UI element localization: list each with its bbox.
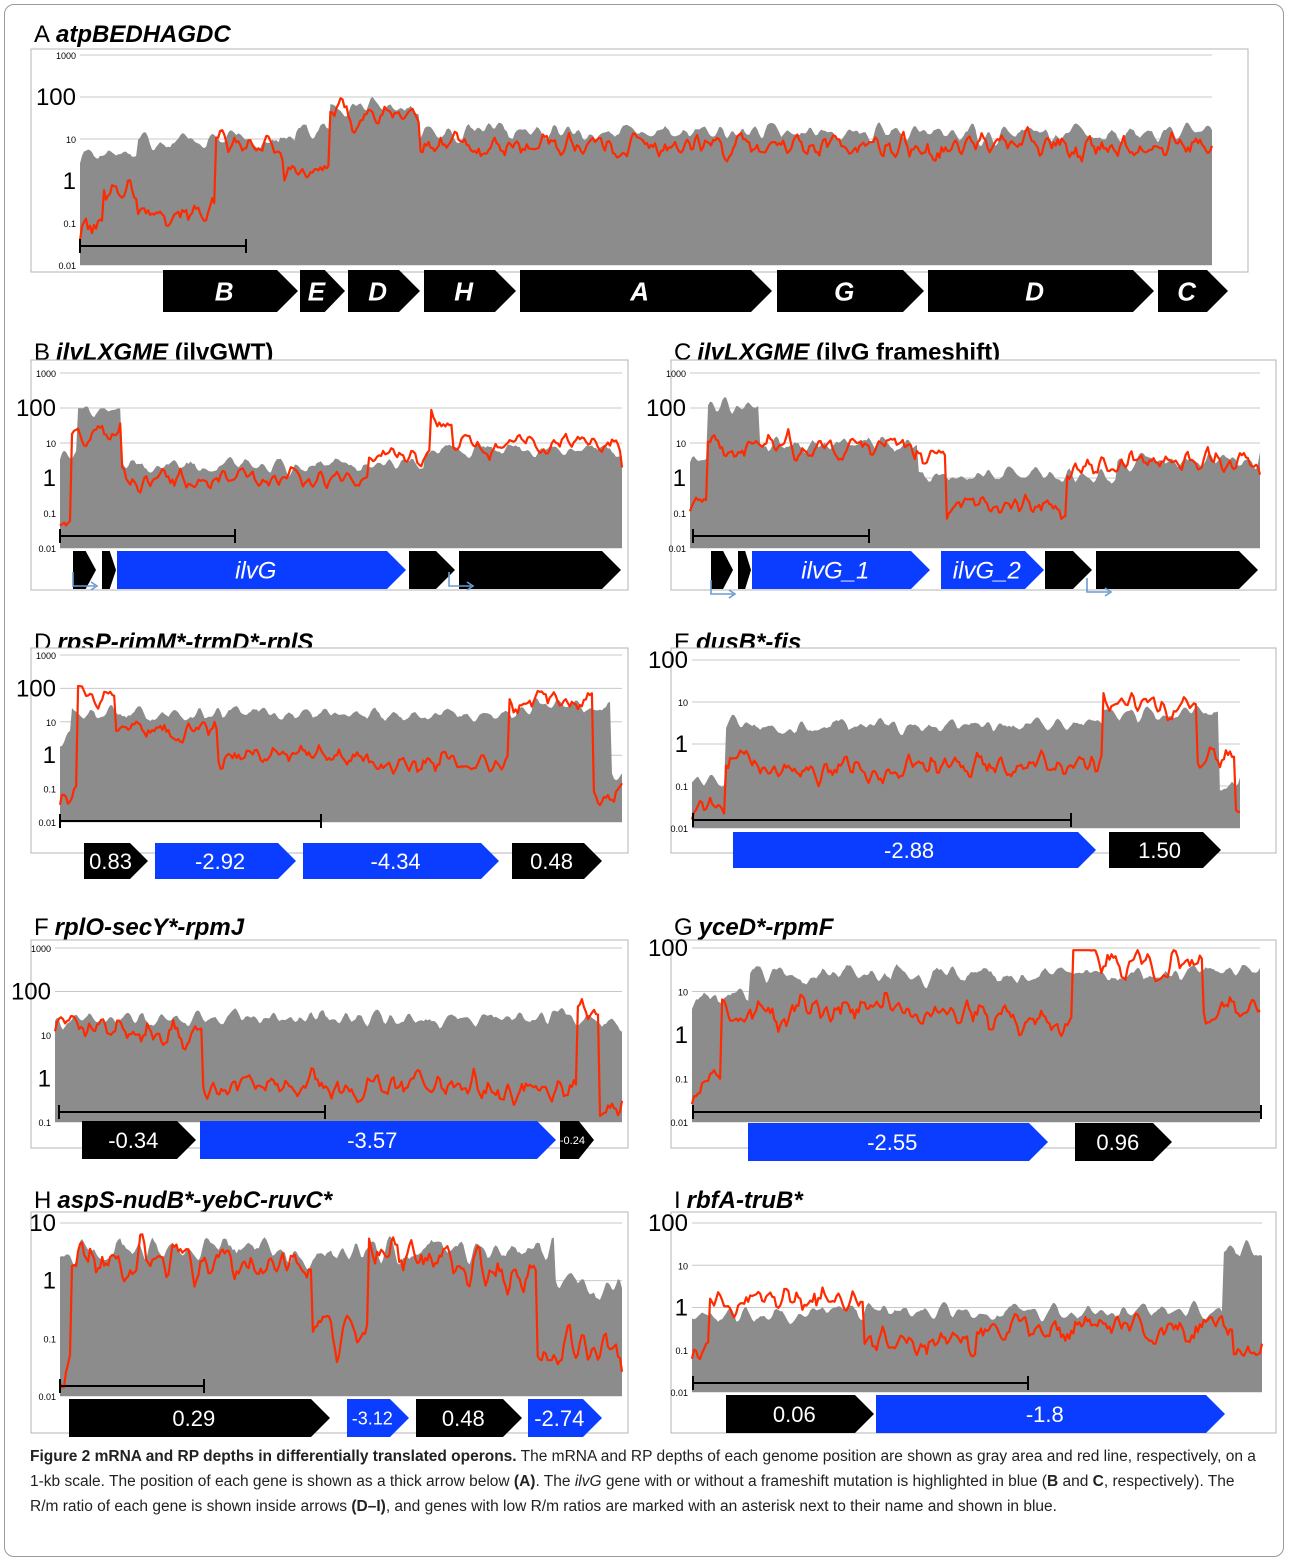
operon-name: aspS-nudB*-yebC-ruvC* xyxy=(57,1187,333,1214)
operon-name: rplO-secY*-rpmJ xyxy=(54,914,245,941)
caption-ref-a: (A) xyxy=(513,1473,536,1490)
operon-name: rpsP-rimM*-trmD*-rplS xyxy=(57,629,314,656)
operon-name: rbfA-truB* xyxy=(686,1187,803,1214)
operon-name: ilvLXGME xyxy=(56,339,169,366)
figure-caption: Figure 2 mRNA and RP depths in different… xyxy=(30,1444,1266,1519)
operon-name: atpBEDHAGDC xyxy=(56,21,231,48)
caption-text-5: , respectively). The R/m ratio of each g… xyxy=(30,1473,1235,1515)
panel-letter: I xyxy=(674,1187,681,1214)
panel-letter: F xyxy=(34,914,49,941)
caption-ref-di: (D–I) xyxy=(351,1498,386,1515)
operon-name: dusB*-fis xyxy=(696,629,802,656)
caption-ref-b: B xyxy=(1046,1473,1059,1490)
panel-letter: C xyxy=(674,339,692,366)
panel-letter: B xyxy=(34,339,51,366)
caption-gene: ilvG xyxy=(574,1473,602,1490)
panel-letter: E xyxy=(674,629,691,656)
operon-note: (ilvG frameshift) xyxy=(809,339,1001,366)
operon-name: ilvLXGME xyxy=(697,339,810,366)
panel-letter: G xyxy=(674,914,693,941)
panel-letter: H xyxy=(34,1187,52,1214)
caption-text-2: . The xyxy=(535,1473,575,1490)
operon-name: yceD*-rpmF xyxy=(698,914,834,941)
operon-note: (ilvGWT) xyxy=(168,339,274,366)
caption-text-6: , and genes with low R/m ratios are mark… xyxy=(385,1498,1057,1515)
caption-text-4: and xyxy=(1058,1473,1093,1490)
caption-ref-c: C xyxy=(1092,1473,1104,1490)
caption-text-1: The mRNA and RP depths of each genome po… xyxy=(30,1448,1256,1490)
panel-letter: D xyxy=(34,629,52,656)
caption-text-3: gene with or without a frameshift mutati… xyxy=(601,1473,1047,1490)
caption-title: Figure 2 mRNA and RP depths in different… xyxy=(30,1448,517,1465)
panel-letter: A xyxy=(34,21,51,48)
figure-frame xyxy=(4,4,1284,1557)
